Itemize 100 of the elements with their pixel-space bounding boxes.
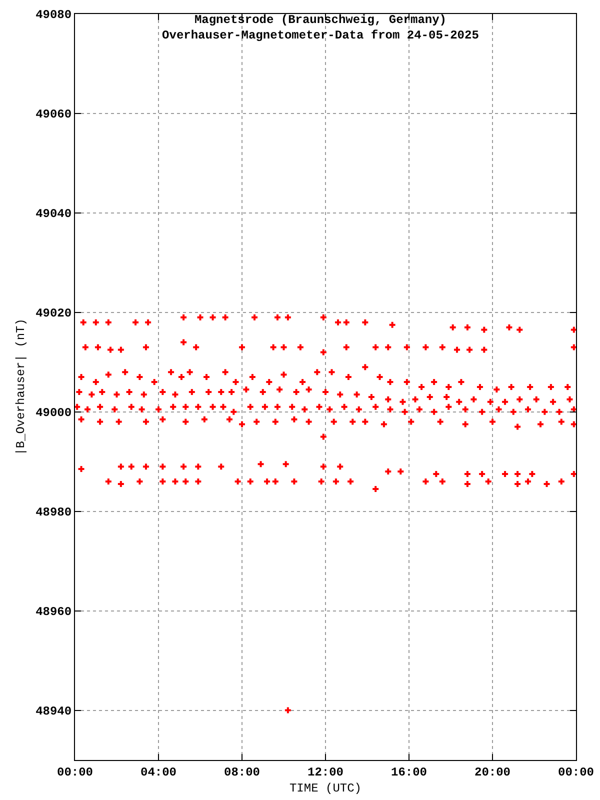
point bbox=[172, 391, 178, 398]
point bbox=[293, 388, 300, 395]
point bbox=[186, 369, 193, 376]
point bbox=[439, 478, 446, 484]
y-tick-label: 49060 bbox=[36, 108, 72, 122]
point bbox=[314, 369, 320, 376]
point bbox=[524, 406, 531, 412]
point bbox=[362, 418, 368, 425]
point bbox=[570, 421, 576, 428]
point bbox=[97, 404, 104, 410]
point bbox=[490, 418, 496, 425]
point bbox=[368, 394, 374, 400]
point bbox=[116, 418, 122, 425]
point bbox=[230, 408, 237, 415]
y-tick-label: 48960 bbox=[36, 605, 72, 619]
point bbox=[481, 346, 488, 353]
point bbox=[180, 314, 187, 320]
point bbox=[502, 398, 508, 405]
point bbox=[345, 374, 352, 380]
point bbox=[348, 478, 354, 484]
point bbox=[249, 374, 256, 380]
y-tick-label: 49000 bbox=[36, 406, 72, 420]
point bbox=[320, 434, 326, 440]
point bbox=[422, 478, 429, 484]
point bbox=[107, 346, 114, 353]
point bbox=[289, 404, 296, 410]
point bbox=[145, 319, 152, 326]
x-tick-label: 16:00 bbox=[390, 765, 428, 780]
point bbox=[88, 391, 95, 398]
point bbox=[75, 404, 80, 410]
point bbox=[556, 408, 562, 415]
point bbox=[446, 384, 452, 390]
point bbox=[282, 461, 289, 468]
point bbox=[320, 314, 326, 320]
point bbox=[160, 478, 166, 484]
point bbox=[142, 464, 149, 470]
point bbox=[264, 478, 270, 484]
point bbox=[170, 404, 176, 410]
y-tick-label: 48980 bbox=[36, 506, 72, 520]
point bbox=[320, 464, 326, 470]
point bbox=[114, 391, 120, 398]
point bbox=[362, 319, 368, 326]
point bbox=[372, 344, 379, 350]
point bbox=[92, 379, 99, 386]
point bbox=[272, 418, 278, 425]
point bbox=[260, 388, 266, 395]
point bbox=[78, 416, 84, 422]
point bbox=[446, 404, 452, 410]
point bbox=[126, 388, 132, 395]
point bbox=[431, 408, 438, 415]
point bbox=[510, 408, 516, 415]
point bbox=[291, 478, 298, 484]
point bbox=[479, 408, 486, 415]
point bbox=[247, 478, 254, 484]
point bbox=[516, 326, 523, 333]
point bbox=[92, 319, 99, 326]
point bbox=[385, 344, 392, 350]
point bbox=[542, 408, 548, 415]
point bbox=[160, 416, 166, 422]
point bbox=[439, 344, 446, 350]
point bbox=[350, 418, 356, 425]
point bbox=[548, 384, 554, 390]
point bbox=[99, 388, 106, 395]
point bbox=[172, 478, 178, 484]
point bbox=[239, 421, 245, 428]
point bbox=[566, 396, 573, 402]
point bbox=[302, 406, 308, 412]
point bbox=[527, 384, 534, 390]
point bbox=[76, 388, 82, 395]
point bbox=[341, 404, 348, 410]
point bbox=[270, 344, 276, 350]
point bbox=[466, 346, 473, 353]
point bbox=[243, 386, 250, 392]
x-tick-label: 04:00 bbox=[140, 765, 177, 780]
point bbox=[232, 379, 239, 386]
point bbox=[533, 396, 540, 402]
point bbox=[247, 404, 254, 410]
point bbox=[385, 396, 392, 402]
point bbox=[496, 406, 502, 412]
point bbox=[78, 466, 84, 472]
point bbox=[180, 339, 187, 346]
point bbox=[222, 314, 228, 320]
point bbox=[402, 408, 408, 415]
point bbox=[80, 319, 86, 326]
point bbox=[228, 388, 235, 395]
point bbox=[82, 344, 88, 350]
point bbox=[454, 346, 460, 353]
x-tick-label: 08:00 bbox=[224, 765, 260, 780]
point bbox=[318, 478, 324, 484]
point bbox=[494, 386, 500, 392]
point bbox=[160, 464, 166, 470]
point bbox=[398, 468, 404, 475]
point bbox=[558, 478, 564, 484]
point bbox=[254, 418, 260, 425]
point bbox=[182, 478, 189, 484]
point bbox=[195, 464, 202, 470]
point bbox=[408, 418, 414, 425]
point bbox=[234, 478, 241, 484]
point bbox=[180, 464, 187, 470]
point bbox=[262, 404, 268, 410]
